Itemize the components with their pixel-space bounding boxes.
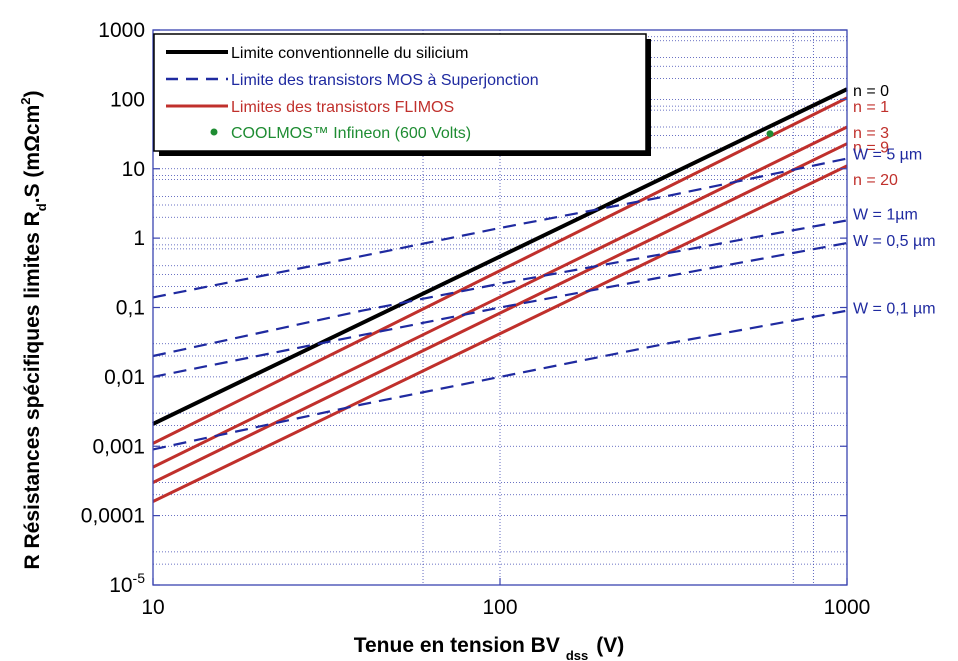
series-label-n-3: n = 3 [853,125,889,142]
y-tick-label: 1000 [98,19,145,42]
series-label-w-1-m: W = 1µm [853,206,918,223]
x-tick-label: 100 [482,596,517,619]
y-tick-label: 0,01 [104,366,145,389]
series-label-w-5-m: W = 5 µm [853,147,922,164]
y-axis-title-mid: .S (m [21,152,44,203]
axis-ticks: 10-5 0,0001 0,001 0,01 0,1 1 10 100 1000 10 100 100… [81,19,871,619]
series-label-n-1: n = 1 [853,99,889,116]
series-line-n-0 [152,87,848,426]
x-tick-label: 10 [141,596,164,619]
y-tick-label: 100 [110,88,145,111]
y-axis-title: R Résistances spécifiques limites Rd.S (… [18,90,49,569]
series-label-w-0-1-m: W = 0,1 µm [853,301,936,318]
y-tick-label: 10-5 [109,570,145,597]
legend-box [153,33,647,152]
legend-label-superjunction: Limite des transistors MOS à Superjoncti… [231,72,539,89]
y-axis-title-main: R Résistances spécifiques limites R [21,211,44,569]
legend-label-flimos: Limites des transistors FLIMOS [231,99,454,116]
y-tick-label: 0,001 [92,435,145,458]
y-axis-title-omega: Ω [21,135,44,152]
legend-swatch-coolmos [210,128,218,136]
y-tick-label: 0,0001 [81,505,145,528]
series-label-w-0-5-m: W = 0,5 µm [853,233,936,250]
legend: Limite conventionnelle du silicium Limit… [153,33,651,156]
series-label-n-9: n = 9 [853,140,889,157]
y-axis-title-unit: cm [21,105,44,135]
x-axis-title-unit: (V) [596,634,624,657]
series-label-n-20: n = 20 [853,172,898,189]
data-point-coolmos [766,130,774,138]
y-axis-title-sub: d [34,203,49,211]
y-tick-label: 0,1 [116,297,145,320]
x-axis-title-main: Tenue en tension BV [354,634,560,657]
y-axis-title-end: ) [21,90,44,97]
series-layer: n = 0n = 1 n = 3n = 9 n = 20 W = 5 µm W = 1µ… [152,83,936,503]
series-label-n-0: n = 0 [853,83,889,100]
y-tick-label: 10 [122,158,145,181]
x-tick-label: 1000 [824,596,871,619]
x-axis-title: Tenue en tension BV dss (V) [354,634,625,661]
legend-label-coolmos: COOLMOS™ Infineon (600 Volts) [231,125,471,142]
y-axis-title-sup: 2 [18,97,33,104]
y-tick-label: 1 [133,227,145,250]
series-line-n-9 [152,142,848,484]
x-axis-title-sub: dss [566,648,588,661]
series-line-n-1 [152,96,848,445]
series-line-n-20 [152,164,848,503]
legend-label-silicium: Limite conventionnelle du silicium [231,45,468,62]
grid-lines [153,30,847,585]
